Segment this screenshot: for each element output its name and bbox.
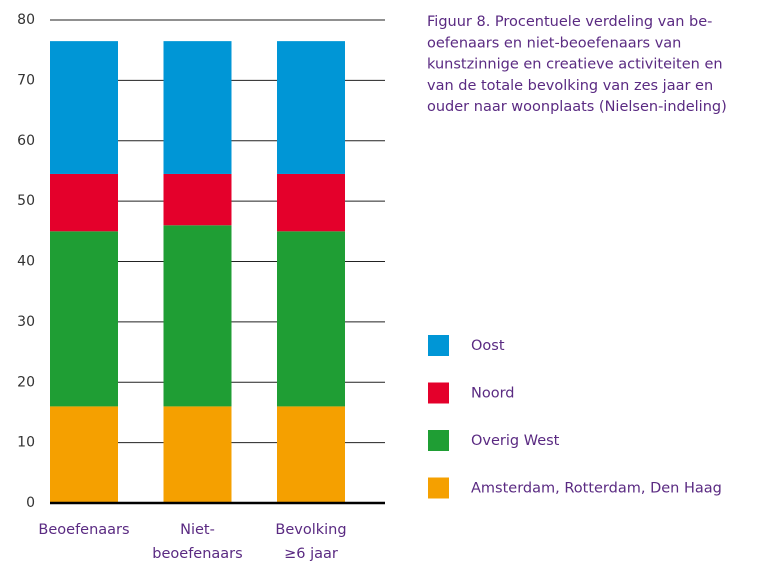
bar-segment (50, 173, 118, 232)
legend-label: Overig West (471, 433, 560, 449)
bar-segment (50, 231, 118, 407)
chart-title: kunstzinnige en creatieve activiteiten e… (427, 57, 723, 73)
y-tick-label: 10 (17, 435, 35, 451)
legend-swatch (428, 430, 449, 451)
y-tick-label: 60 (17, 133, 35, 149)
bar-segment (163, 225, 232, 407)
bar-segment (163, 173, 232, 226)
bar-segment (163, 41, 232, 174)
chart-title: ouder naar woonplaats (Nielsen-indeling) (427, 99, 727, 115)
x-tick-label: Niet- (180, 522, 215, 538)
legend-label: Amsterdam, Rotterdam, Den Haag (471, 481, 722, 497)
x-tick-label: ≥6 jaar (284, 546, 338, 562)
legend-label: Noord (471, 386, 515, 402)
x-tick-label: Beoefenaars (38, 522, 129, 538)
y-tick-label: 30 (17, 314, 35, 330)
legend-swatch (428, 382, 449, 404)
bar-segment (50, 41, 118, 174)
x-tick-label: beoefenaars (152, 546, 242, 562)
chart-title: oefenaars en niet-beoefenaars van (427, 35, 681, 51)
legend-label: Oost (471, 338, 505, 354)
chart-title: Figuur 8. Procentuele verdeling van be- (427, 14, 712, 30)
legend-swatch (428, 477, 449, 499)
y-tick-label: 0 (26, 495, 35, 511)
y-tick-label: 80 (17, 12, 35, 28)
x-tick-label: Bevolking (275, 522, 346, 538)
bar-segment (50, 406, 118, 503)
chart-title: van de totale bevolking van zes jaar en (427, 78, 713, 94)
legend-swatch (428, 335, 449, 356)
y-tick-label: 70 (17, 72, 35, 88)
y-tick-label: 50 (17, 193, 35, 209)
y-tick-label: 20 (17, 374, 35, 390)
bar-segment (277, 41, 345, 174)
bar-segment (277, 231, 345, 407)
bar-segment (277, 406, 345, 503)
y-tick-label: 40 (17, 254, 35, 270)
bar-segment (163, 406, 232, 503)
bar-segment (277, 173, 345, 232)
